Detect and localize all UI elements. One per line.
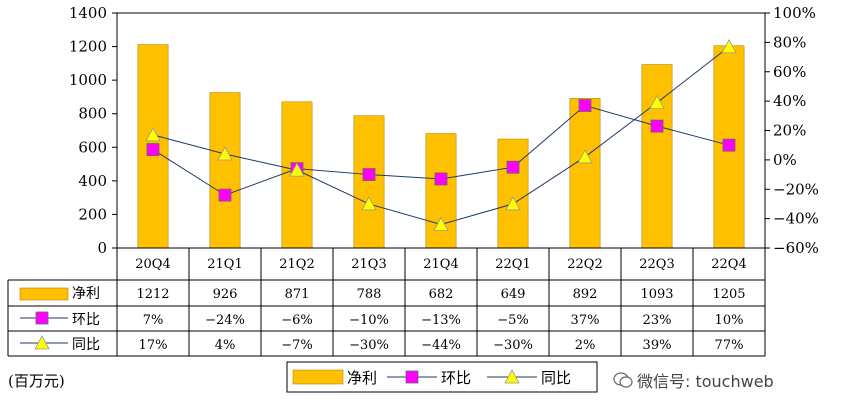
legend-label: 净利: [347, 369, 377, 387]
x-tick-label: 21Q4: [423, 257, 458, 272]
data-label: −7%: [281, 338, 313, 353]
data-label: −30%: [349, 338, 389, 353]
x-tick-label: 21Q3: [351, 257, 386, 272]
row-label: 同比: [72, 337, 100, 353]
data-label: 926: [213, 287, 238, 302]
mom-point: [362, 168, 376, 181]
data-label: 10%: [715, 313, 744, 328]
data-label: 788: [357, 287, 382, 302]
data-label: 1212: [136, 287, 169, 302]
mom-point: [578, 99, 592, 112]
row-key-square: [35, 311, 49, 325]
data-label: −5%: [497, 313, 529, 328]
yoy-point: [145, 127, 161, 142]
yoy-point: [433, 216, 449, 231]
data-label: 871: [285, 287, 310, 302]
data-label: −44%: [421, 338, 461, 353]
data-label: −10%: [349, 313, 389, 328]
data-label: −30%: [493, 338, 533, 353]
legend: 净利 环比 同比: [286, 361, 598, 393]
data-label: 649: [501, 287, 526, 302]
data-label: 7%: [143, 313, 164, 328]
watermark: 微信号: touchweb: [613, 368, 774, 392]
yoy-point: [505, 196, 521, 211]
x-tick-label: 22Q3: [639, 257, 674, 272]
x-tick-label: 21Q1: [207, 257, 242, 272]
legend-key-bar: [292, 369, 344, 385]
watermark-text: 微信号: touchweb: [637, 372, 774, 391]
legend-key-square: [405, 370, 419, 384]
y-left-tick-label: 0: [97, 239, 107, 257]
yoy-point: [577, 149, 593, 164]
y-right-tick-label: −20%: [773, 180, 819, 198]
data-table: 20Q4 21Q1 21Q2 21Q3 21Q4 22Q1 22Q2 22Q3 22Q4 净利 12…: [7, 247, 766, 357]
yoy-point: [217, 146, 233, 161]
y-left-tick-label: 1400: [69, 4, 107, 22]
data-label: 39%: [643, 338, 672, 353]
row-label: 环比: [72, 312, 100, 328]
bar: [641, 64, 673, 249]
data-label: 2%: [575, 338, 596, 353]
mom-point: [506, 160, 520, 174]
x-tick-label: 22Q2: [567, 257, 602, 272]
data-label: 682: [429, 287, 454, 302]
y-axis-left: 0 200 400 600 800 1000 1200 1400: [69, 4, 117, 257]
x-tick-label: 20Q4: [135, 257, 170, 272]
row-label: 净利: [72, 286, 100, 302]
mom-point: [650, 119, 664, 133]
x-tick-label: 22Q4: [711, 257, 746, 272]
y-left-tick-label: 1000: [69, 71, 107, 89]
data-label: −13%: [421, 313, 461, 328]
y-right-tick-label: 40%: [773, 92, 806, 110]
x-tick-label: 22Q1: [495, 257, 530, 272]
y-left-tick-label: 200: [78, 205, 107, 223]
data-label: 1205: [712, 287, 745, 302]
y-left-tick-label: 400: [78, 172, 107, 190]
data-label: 1093: [640, 287, 673, 302]
mom-point: [146, 143, 160, 156]
yoy-point: [649, 94, 665, 109]
mom-point: [434, 172, 448, 186]
data-label: 37%: [571, 313, 600, 328]
plot-area: [116, 12, 766, 249]
yoy-point: [289, 162, 305, 177]
bar: [497, 138, 529, 249]
y-right-tick-label: 100%: [773, 4, 816, 22]
data-label: 892: [573, 287, 598, 302]
y-right-tick-label: 20%: [773, 122, 806, 140]
y-axis-right: −60% −40% −20% 0% 20% 40% 60% 80% 100%: [765, 4, 819, 257]
data-label: 23%: [643, 313, 672, 328]
legend-label: 同比: [541, 369, 571, 387]
x-tick-label: 21Q2: [279, 257, 314, 272]
y-right-tick-label: 0%: [773, 151, 797, 169]
mom-point: [218, 188, 232, 202]
data-label: −24%: [205, 313, 245, 328]
data-label: 4%: [215, 338, 236, 353]
y-left-tick-label: 600: [78, 138, 107, 156]
data-label: 17%: [139, 338, 168, 353]
bar: [209, 92, 241, 249]
y-left-tick-label: 1200: [69, 38, 107, 56]
y-right-tick-label: −60%: [773, 239, 819, 257]
y-left-tick-label: 800: [78, 105, 107, 123]
data-label: −6%: [281, 313, 313, 328]
yoy-point: [361, 196, 377, 211]
row-key-triangle: [34, 335, 50, 350]
bar: [569, 97, 601, 249]
legend-label: 环比: [441, 369, 471, 387]
wechat-icon: [613, 372, 633, 388]
y-right-tick-label: 60%: [773, 63, 806, 81]
legend-key-triangle: [504, 369, 520, 384]
row-key-bar: [19, 287, 69, 301]
y-right-tick-label: −40%: [773, 210, 819, 228]
yoy-point: [721, 38, 737, 54]
mom-point: [722, 138, 736, 152]
bar: [353, 115, 385, 249]
unit-label: (百万元): [8, 372, 65, 390]
data-label: 77%: [715, 338, 744, 353]
y-right-tick-label: 80%: [773, 33, 806, 51]
